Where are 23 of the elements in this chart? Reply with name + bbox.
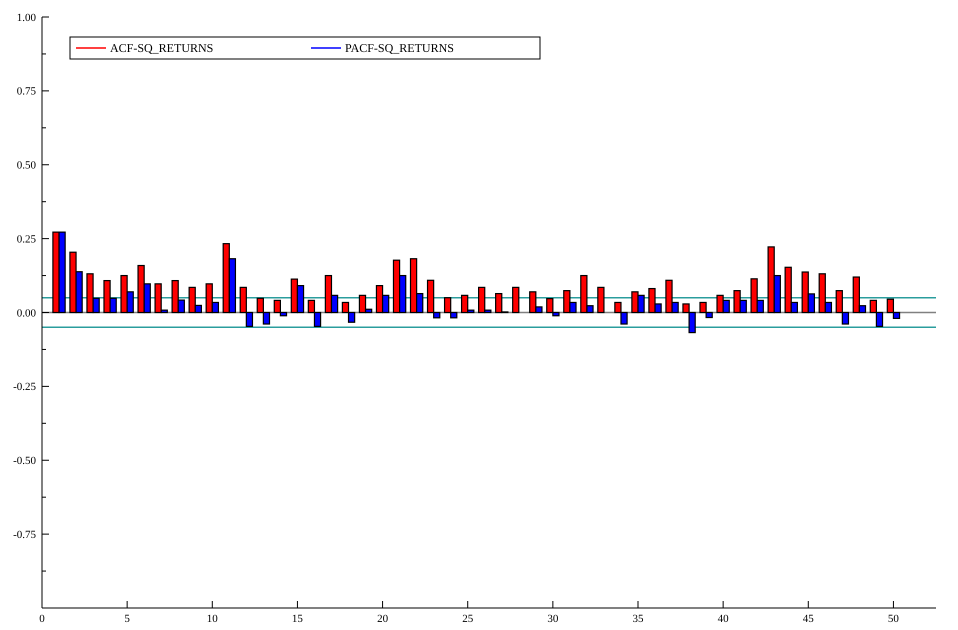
x-tick-label: 5 <box>124 613 130 625</box>
x-tick-label: 45 <box>802 613 814 625</box>
y-tick-label: -0.50 <box>13 455 36 468</box>
x-tick-label: 30 <box>547 613 559 625</box>
y-tick-label: -0.75 <box>13 528 36 541</box>
legend-label: PACF-SQ_RETURNS <box>345 41 454 56</box>
y-tick-label: 0.75 <box>16 86 36 98</box>
y-tick-label: 0.25 <box>16 233 36 246</box>
y-tick-label: 0.00 <box>16 307 36 320</box>
x-tick-label: 20 <box>377 613 389 625</box>
x-tick-label: 15 <box>292 613 304 625</box>
bar <box>597 286 605 314</box>
x-tick-label: 40 <box>718 613 730 625</box>
y-tick-label: -0.25 <box>13 381 36 394</box>
legend-label: ACF-SQ_RETURNS <box>110 41 214 56</box>
x-tick-label: 35 <box>632 613 644 625</box>
y-tick-label: 1.00 <box>16 12 36 24</box>
y-tick-label: 0.50 <box>16 160 36 172</box>
x-tick-label: 10 <box>206 613 218 625</box>
x-tick-label: 25 <box>462 613 474 625</box>
x-tick-label: 50 <box>888 613 900 625</box>
x-tick-label: 0 <box>39 613 46 625</box>
bar <box>512 286 520 314</box>
